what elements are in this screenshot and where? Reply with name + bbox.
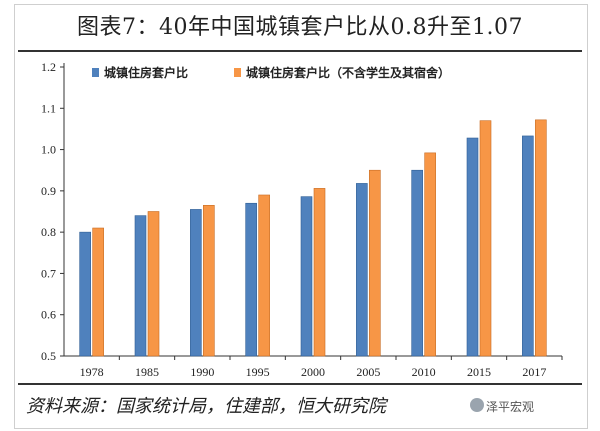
x-tick-label: 1985 [135, 365, 159, 379]
bar-series1 [356, 183, 368, 357]
source-divider [18, 383, 582, 385]
x-tick-label: 1990 [190, 365, 214, 379]
x-tick-label: 2000 [301, 365, 325, 379]
y-tick-label: 1.0 [41, 143, 56, 157]
y-tick-label: 0.7 [41, 266, 56, 280]
legend-label-series1: 城镇住房套户比 [104, 65, 188, 80]
x-tick-label: 2005 [356, 365, 380, 379]
bar-series1 [466, 137, 479, 357]
legend-swatch-series1 [92, 68, 99, 77]
x-tick-label: 2010 [412, 365, 436, 379]
legend-label-series2: 城镇住房套户比（不含学生及其宿舍） [246, 65, 450, 80]
x-tick-label: 2015 [467, 365, 491, 379]
chart-title: 图表7：40年中国城镇套户比从0.8升至1.07 [77, 15, 523, 40]
y-tick-label: 1.1 [41, 101, 56, 115]
y-tick-label: 0.5 [41, 349, 56, 363]
watermark: 泽平宏观 [486, 400, 535, 414]
bar-series1 [300, 196, 313, 357]
wechat-icon [470, 398, 484, 412]
bar-series1 [190, 209, 202, 357]
bar-series1 [411, 169, 423, 357]
x-tick-label: 2017 [522, 365, 546, 379]
legend-swatch-series2 [234, 68, 241, 77]
bar-series1 [245, 202, 257, 357]
bar-series2 [92, 227, 104, 357]
bar-series2 [258, 194, 270, 357]
y-tick-label: 0.8 [41, 225, 56, 239]
bar-series1 [79, 231, 91, 357]
bar-series1 [134, 215, 147, 357]
bar-series2 [424, 152, 436, 357]
bar-series2 [479, 120, 492, 357]
y-tick-label: 0.6 [41, 308, 56, 322]
source-note: 资料来源：国家统计局，住建部，恒大研究院 [26, 396, 386, 417]
x-tick-label: 1995 [246, 365, 270, 379]
bar-series2 [535, 119, 547, 357]
y-tick-label: 1.2 [41, 60, 56, 74]
y-tick-label: 0.9 [41, 184, 56, 198]
bar-series2 [203, 205, 215, 357]
bar-series1 [522, 135, 534, 357]
bar-series2 [369, 169, 381, 357]
bar-series2 [147, 211, 160, 357]
x-tick-label: 1978 [80, 365, 104, 379]
title-divider [18, 50, 582, 52]
bar-series2 [313, 188, 326, 357]
